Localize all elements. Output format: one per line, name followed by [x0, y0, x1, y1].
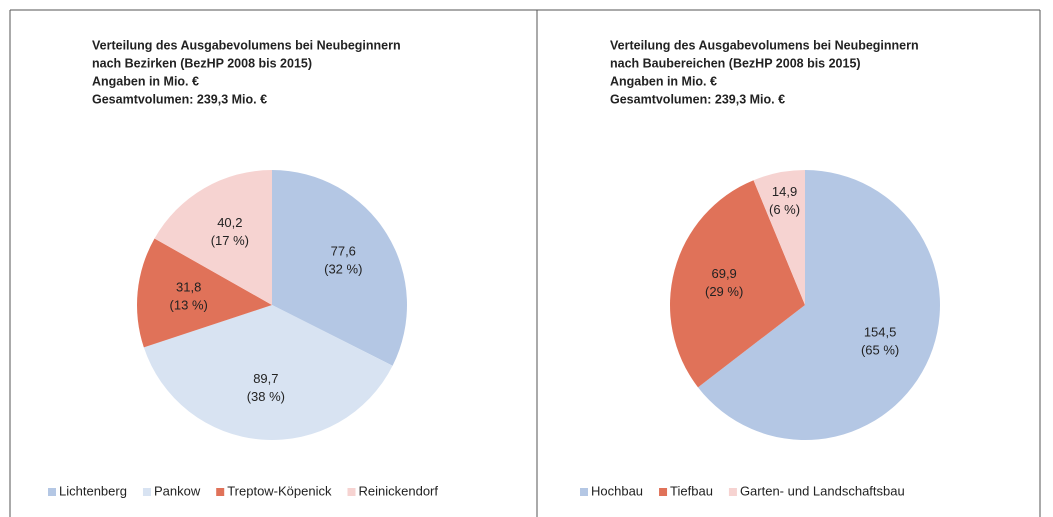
chart-title: Gesamtvolumen: 239,3 Mio. €: [92, 92, 267, 106]
chart-title: Angaben in Mio. €: [610, 74, 717, 88]
legend-label: Lichtenberg: [59, 483, 127, 498]
percent-label: (38 %): [247, 389, 285, 404]
chart-title: Verteilung des Ausgabevolumens bei Neube…: [610, 38, 919, 52]
chart-title: Gesamtvolumen: 239,3 Mio. €: [610, 92, 785, 106]
pie-slice: [137, 238, 272, 348]
value-label: 14,9: [772, 184, 797, 199]
chart-title: nach Baubereichen (BezHP 2008 bis 2015): [610, 56, 861, 70]
percent-label: (6 %): [769, 202, 800, 217]
chart-title: Verteilung des Ausgabevolumens bei Neube…: [92, 38, 401, 52]
legend-swatch: [347, 488, 356, 496]
chart-title: Angaben in Mio. €: [92, 74, 199, 88]
value-label: 40,2: [217, 215, 242, 230]
pie-slice: [753, 170, 805, 305]
value-label: 31,8: [176, 279, 201, 294]
value-label: 77,6: [331, 244, 356, 259]
legend-swatch: [580, 488, 588, 496]
chart-title: nach Bezirken (BezHP 2008 bis 2015): [92, 56, 312, 70]
legend-swatch: [48, 488, 56, 496]
pie-slice: [154, 170, 272, 305]
pie-slice: [272, 170, 407, 366]
legend-swatch: [659, 488, 668, 496]
legend-label: Pankow: [154, 483, 201, 498]
legend-swatch: [728, 488, 737, 496]
legend-swatch: [216, 488, 225, 496]
legend-label: Garten- und Landschaftsbau: [740, 483, 905, 498]
percent-label: (32 %): [324, 262, 362, 277]
legend-swatch: [142, 488, 151, 496]
legend-label: Tiefbau: [670, 483, 713, 498]
legend-label: Hochbau: [591, 483, 643, 498]
legend-label: Reinickendorf: [359, 483, 439, 498]
percent-label: (65 %): [861, 342, 899, 357]
value-label: 69,9: [711, 266, 736, 281]
percent-label: (13 %): [170, 297, 208, 312]
percent-label: (29 %): [705, 284, 743, 299]
pie-slice: [670, 180, 805, 388]
percent-label: (17 %): [211, 233, 249, 248]
value-label: 89,7: [253, 371, 278, 386]
legend-label: Treptow-Köpenick: [227, 483, 332, 498]
pie-slice: [698, 170, 941, 441]
value-label: 154,5: [864, 324, 897, 339]
pie-slice: [143, 305, 393, 440]
